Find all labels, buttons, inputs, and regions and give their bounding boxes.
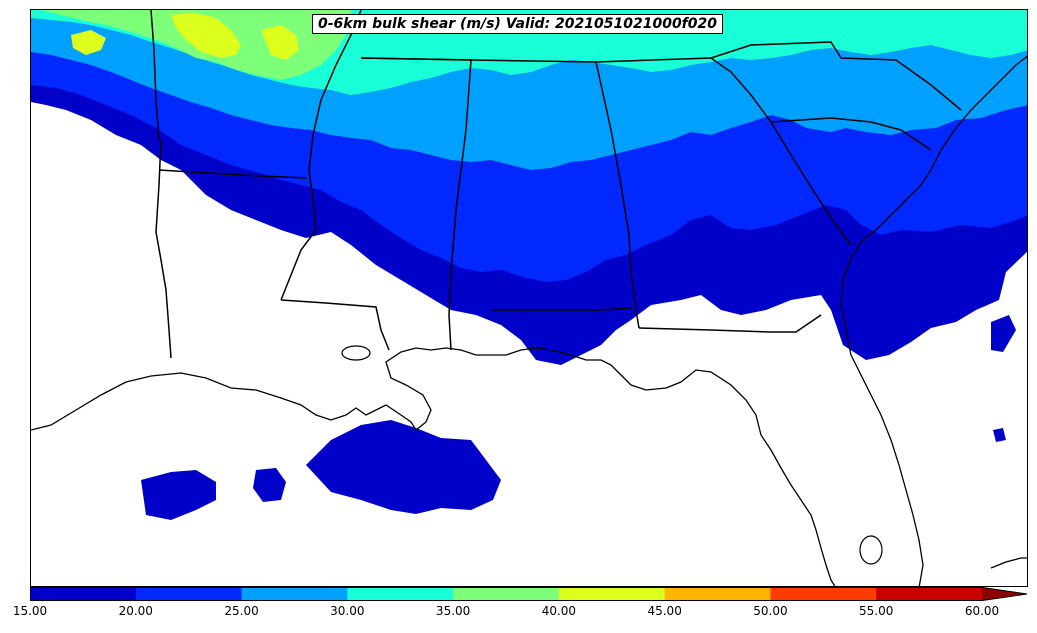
colorbar-tick-label: 15.00 xyxy=(12,604,48,618)
state-border-tn-nc xyxy=(360,41,962,111)
colorbar-tick-label: 25.00 xyxy=(224,604,259,618)
map-title: 0-6km bulk shear (m/s) Valid: 2021051021… xyxy=(312,14,723,34)
shear-blob-atl xyxy=(993,428,1006,442)
colorbar-tick-label: 45.00 xyxy=(647,604,682,618)
colorbar-segment xyxy=(770,587,877,601)
colorbar-segment xyxy=(876,587,983,601)
colorbar-segment xyxy=(664,587,771,601)
colorbar-segment xyxy=(241,587,348,601)
colorbar-segment xyxy=(347,587,454,601)
shear-blob-gulf-west xyxy=(141,470,216,520)
colorbar-outline xyxy=(30,587,1028,601)
colorbar xyxy=(30,587,1028,601)
state-border-ms-river xyxy=(150,10,362,301)
colorbar-tick-label: 35.00 xyxy=(435,604,471,618)
state-border-fl-al-ga xyxy=(493,307,822,333)
colorbar-extend-arrow xyxy=(982,587,1027,601)
shear-blob-ga xyxy=(831,260,906,340)
colorbar-tick-label: 40.00 xyxy=(541,604,577,618)
shear-band-40-45 xyxy=(171,13,241,58)
shear-map xyxy=(31,10,1027,586)
map-panel xyxy=(30,9,1028,587)
state-border-nc-sc xyxy=(770,117,932,151)
shear-blob-gulf-mid xyxy=(253,468,286,502)
state-border-tx-la xyxy=(155,139,172,359)
shear-blob-fl-west xyxy=(991,315,1016,352)
shear-blob-gulf xyxy=(306,420,501,514)
coastline-atlantic xyxy=(840,55,1027,356)
colorbar-tick-label: 20.00 xyxy=(118,604,153,618)
lake-okeechobee xyxy=(859,535,883,565)
coastline xyxy=(31,347,836,586)
colorbar-tick-label: 30.00 xyxy=(330,604,365,618)
shear-band-40-45-c xyxy=(71,30,106,55)
state-border-al-ga xyxy=(470,59,640,329)
colorbar-segment xyxy=(558,587,666,601)
colorbar-segment xyxy=(135,587,243,601)
colorbar-segment xyxy=(453,587,560,601)
coastline-cuba xyxy=(990,557,1027,569)
colorbar-segment xyxy=(30,587,137,601)
colorbar-tick-label: 55.00 xyxy=(859,604,894,618)
state-border-la-ms xyxy=(280,299,390,351)
colorbar-tick-label: 60.00 xyxy=(964,604,1000,618)
shear-band-40-45-b xyxy=(261,25,299,60)
state-border-ar-la xyxy=(158,169,307,179)
lake-pontchartrain xyxy=(341,345,371,361)
colorbar-tick-label: 50.00 xyxy=(753,604,788,618)
coastline-fl-east xyxy=(850,354,924,586)
